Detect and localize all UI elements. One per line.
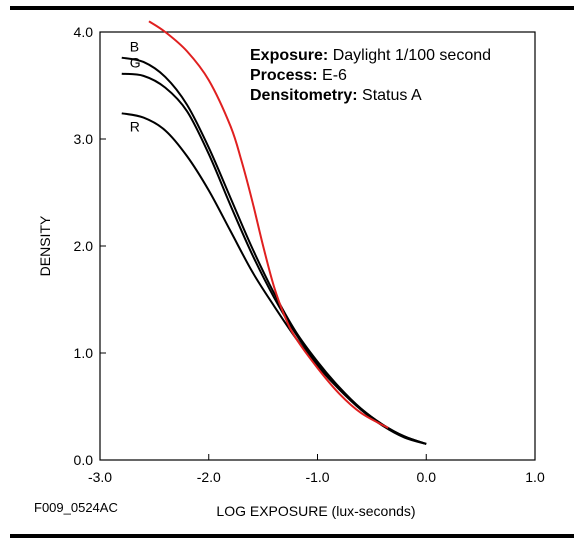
series-label-g: G xyxy=(130,55,141,71)
x-axis-label: LOG EXPOSURE (lux-seconds) xyxy=(216,503,415,519)
y-tick-label: 4.0 xyxy=(74,24,94,40)
x-tick-label: -2.0 xyxy=(197,469,221,485)
series-label-r: R xyxy=(130,118,140,134)
annotation-value: E-6 xyxy=(318,67,347,84)
series-lines xyxy=(121,20,427,445)
annotation-value: Daylight 1/100 second xyxy=(328,47,491,64)
axes: -3.0 -2.0 -1.0 0.0 1.0 0.0 1.0 2.0 3.0 4.0 xyxy=(74,24,545,485)
annotation-block: Exposure: Daylight 1/100 second Process: … xyxy=(250,47,491,104)
figure-code: F009_0524AC xyxy=(34,500,118,515)
series-line-r xyxy=(121,112,427,445)
x-tick-label: 1.0 xyxy=(525,469,545,485)
series-line-b xyxy=(121,56,427,445)
x-tick-label: -1.0 xyxy=(305,469,329,485)
x-tick-label: -3.0 xyxy=(88,469,112,485)
series-line-g xyxy=(121,72,427,445)
y-axis-label: DENSITY xyxy=(37,215,53,276)
series-label-b: B xyxy=(130,39,139,55)
top-rule xyxy=(10,6,574,10)
x-tick-label: 0.0 xyxy=(417,469,437,485)
y-tick-label: 2.0 xyxy=(74,238,94,254)
y-tick-label: 0.0 xyxy=(74,452,94,468)
annotation-key: Exposure: xyxy=(250,47,328,64)
annotation-key: Densitometry: xyxy=(250,87,358,104)
annotation-value: Status A xyxy=(358,87,422,104)
series-labels: BG R xyxy=(130,39,141,135)
series-line-red xyxy=(148,20,389,429)
annotation-key: Process: xyxy=(250,67,318,84)
bottom-rule xyxy=(10,534,574,538)
y-tick-label: 1.0 xyxy=(74,345,94,361)
y-tick-label: 3.0 xyxy=(74,131,94,147)
